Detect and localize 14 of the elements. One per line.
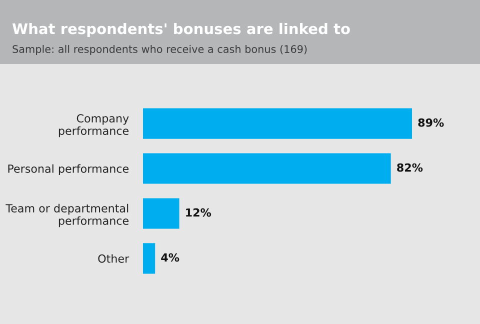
data-label: 82% — [397, 163, 423, 172]
data-label: 12% — [186, 208, 212, 217]
chart-subtitle: Sample: all respondents who receive a cash bonus (169) — [12, 44, 307, 56]
y-tick-label: Other — [98, 254, 130, 263]
y-tick-label: Team or departmental performance — [6, 204, 129, 228]
y-tick-label: Personal performance — [8, 164, 129, 176]
bar — [143, 243, 156, 274]
bar — [143, 153, 391, 184]
y-tick-label: Company performance — [58, 114, 129, 138]
data-label: 89% — [418, 118, 444, 127]
bar — [143, 198, 180, 229]
data-label: 4% — [161, 253, 180, 262]
bar — [143, 108, 412, 139]
chart-title: What respondents' bonuses are linked to — [12, 22, 350, 38]
